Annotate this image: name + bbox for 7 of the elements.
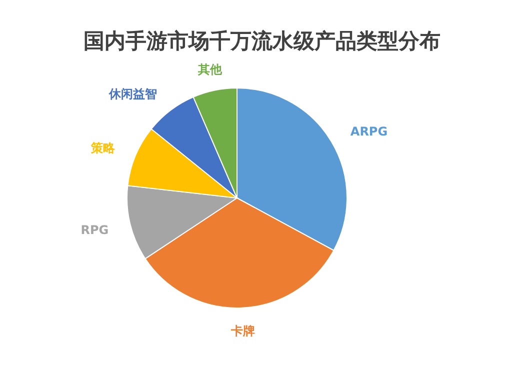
slice-label: 休闲益智 (108, 86, 158, 101)
slice-label: 策略 (90, 141, 116, 156)
slice-label: 其他 (197, 62, 224, 77)
slice-label: ARPG (350, 124, 388, 138)
chart-title: 国内手游市场千万流水级产品类型分布 (84, 29, 440, 53)
slice-label: RPG (80, 222, 109, 237)
slice-label: 卡牌 (230, 324, 255, 338)
